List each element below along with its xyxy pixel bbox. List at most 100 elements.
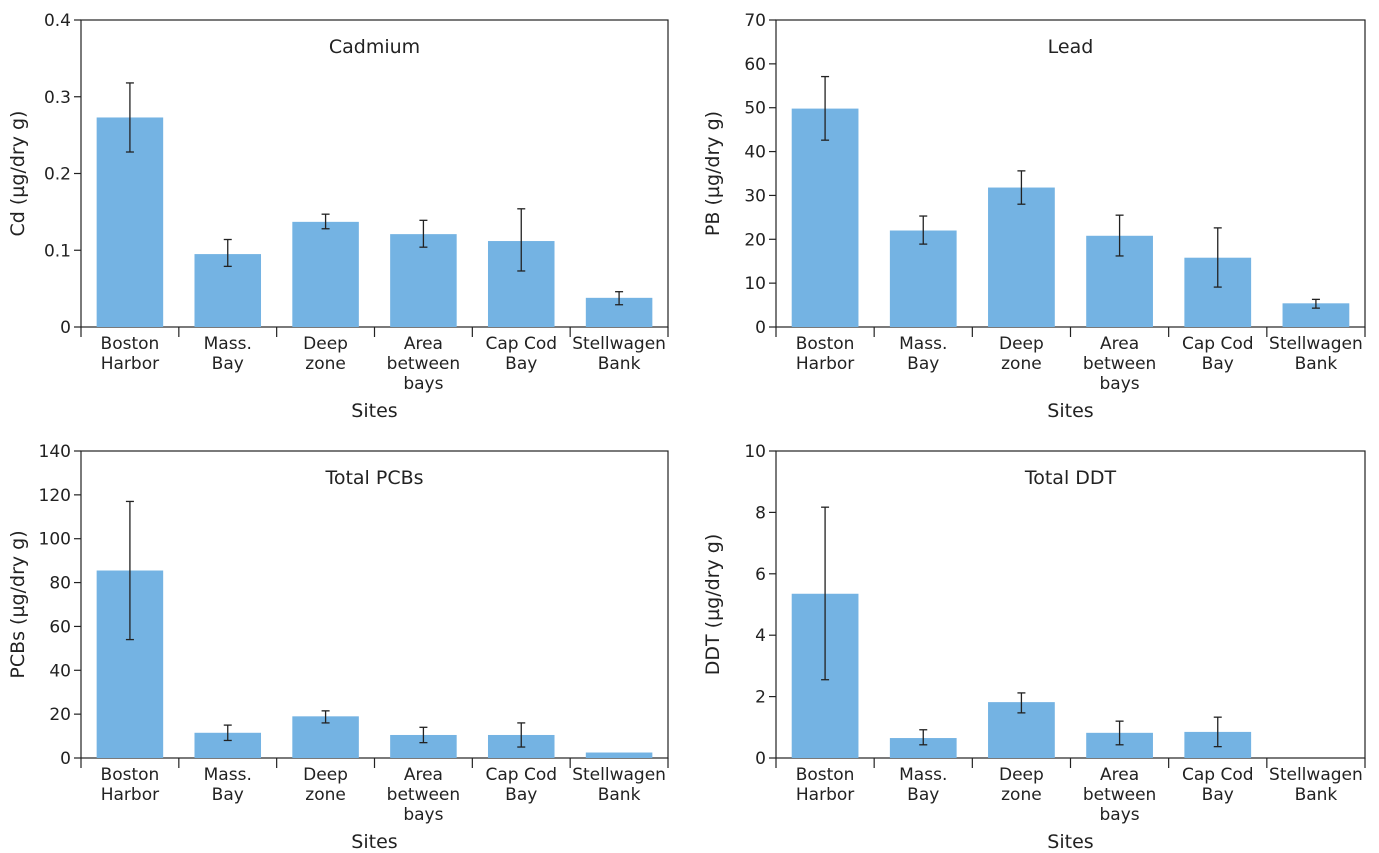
x-tick-label: zone	[305, 785, 346, 805]
x-axis-label: Sites	[1047, 831, 1093, 853]
y-tick-label: 70	[744, 11, 766, 31]
y-tick-label: 10	[744, 442, 766, 462]
x-axis-label: Sites	[1047, 400, 1093, 422]
y-tick-label: 120	[39, 486, 71, 506]
y-tick-label: 0.2	[44, 165, 71, 185]
x-tick-label: Mass.	[204, 334, 252, 354]
x-tick-label: Stellwagen	[1269, 334, 1363, 354]
x-tick-label: bays	[1100, 374, 1140, 394]
bar	[585, 752, 653, 758]
x-axis-label: Sites	[351, 831, 397, 853]
y-axis-label: PCBs (µg/dry g)	[7, 530, 29, 678]
x-tick-label: Stellwagen	[572, 334, 666, 354]
chart-title: Cadmium	[329, 36, 420, 58]
x-tick-label: Deep	[303, 765, 348, 785]
x-tick-label: Bay	[212, 354, 244, 374]
y-tick-label: 40	[744, 143, 766, 163]
x-tick-label: Boston	[796, 765, 855, 785]
x-tick-label: Stellwagen	[572, 765, 666, 785]
x-tick-label: Harbor	[796, 354, 854, 374]
chart-panel: 010203040506070BostonHarborMass.BayDeepz…	[702, 11, 1366, 422]
x-tick-label: Deep	[303, 334, 348, 354]
x-tick-label: Deep	[999, 334, 1044, 354]
x-axis-label: Sites	[351, 400, 397, 422]
x-tick-label: Cap Cod	[485, 765, 557, 785]
y-tick-label: 20	[49, 705, 71, 725]
x-tick-label: Area	[404, 765, 443, 785]
x-tick-label: between	[1083, 354, 1157, 374]
y-tick-label: 4	[755, 626, 766, 646]
x-tick-label: Bay	[505, 354, 537, 374]
bar	[791, 108, 859, 327]
chart-title: Total PCBs	[324, 467, 423, 489]
y-axis-label: Cd (µg/dry g)	[7, 111, 29, 237]
y-tick-label: 2	[755, 688, 766, 708]
x-tick-label: Cap Cod	[485, 334, 557, 354]
y-tick-label: 100	[39, 530, 71, 550]
x-tick-label: Stellwagen	[1269, 765, 1363, 785]
chart-title: Lead	[1048, 36, 1094, 58]
bar	[390, 234, 457, 327]
y-tick-label: 0.3	[44, 88, 71, 108]
bar	[988, 187, 1055, 327]
x-tick-label: Area	[1100, 765, 1139, 785]
x-tick-label: zone	[305, 354, 346, 374]
bar	[889, 738, 957, 758]
x-tick-label: Boston	[101, 334, 160, 354]
x-tick-label: bays	[403, 374, 443, 394]
y-tick-label: 0.4	[44, 11, 71, 31]
x-tick-label: Bay	[907, 785, 939, 805]
y-tick-label: 20	[744, 230, 766, 250]
y-tick-label: 140	[39, 442, 71, 462]
plot-frame	[775, 19, 1366, 328]
plot-frame	[775, 450, 1366, 759]
chart-title: Total DDT	[1024, 467, 1117, 489]
chart-panel: 0246810BostonHarborMass.BayDeepzoneAreab…	[702, 442, 1366, 853]
y-tick-label: 80	[49, 574, 71, 594]
x-tick-label: Area	[1100, 334, 1139, 354]
y-axis-label: DDT (µg/dry g)	[702, 534, 724, 676]
x-tick-label: between	[1083, 785, 1157, 805]
y-axis-label: PB (µg/dry g)	[702, 111, 724, 236]
x-tick-label: Deep	[999, 765, 1044, 785]
x-tick-label: Bank	[598, 354, 641, 374]
chart-panel: 020406080100120140BostonHarborMass.BayDe…	[7, 442, 669, 853]
bar	[889, 230, 957, 327]
x-tick-label: zone	[1001, 785, 1042, 805]
y-tick-label: 0.1	[44, 241, 71, 261]
y-tick-label: 60	[49, 617, 71, 637]
x-tick-label: zone	[1001, 354, 1042, 374]
y-tick-label: 0	[60, 318, 71, 338]
bar	[390, 734, 457, 758]
x-tick-label: Mass.	[899, 334, 947, 354]
x-tick-label: Harbor	[101, 354, 159, 374]
x-tick-label: Bay	[505, 785, 537, 805]
x-tick-label: Cap Cod	[1182, 765, 1254, 785]
x-tick-label: Bay	[1202, 354, 1234, 374]
x-tick-label: Mass.	[204, 765, 252, 785]
plot-frame	[80, 450, 669, 759]
x-tick-label: Bay	[212, 785, 244, 805]
bar	[1282, 303, 1350, 327]
x-tick-label: Boston	[796, 334, 855, 354]
x-tick-label: Bank	[1295, 785, 1338, 805]
y-tick-label: 30	[744, 186, 766, 206]
y-tick-label: 60	[744, 55, 766, 75]
y-tick-label: 40	[49, 661, 71, 681]
y-tick-label: 8	[755, 503, 766, 523]
y-tick-label: 50	[744, 99, 766, 119]
plot-frame	[80, 19, 669, 328]
x-tick-label: Bay	[1202, 785, 1234, 805]
chart-panel: 00.10.20.30.4BostonHarborMass.BayDeepzon…	[7, 11, 669, 422]
y-tick-label: 0	[60, 749, 71, 769]
x-tick-label: between	[387, 354, 461, 374]
x-tick-label: Bay	[907, 354, 939, 374]
x-tick-label: Harbor	[796, 785, 854, 805]
y-tick-label: 0	[755, 318, 766, 338]
x-tick-label: Mass.	[899, 765, 947, 785]
x-tick-label: bays	[1100, 805, 1140, 825]
x-tick-label: Boston	[101, 765, 160, 785]
x-tick-label: Bank	[1295, 354, 1338, 374]
bar	[292, 221, 359, 327]
